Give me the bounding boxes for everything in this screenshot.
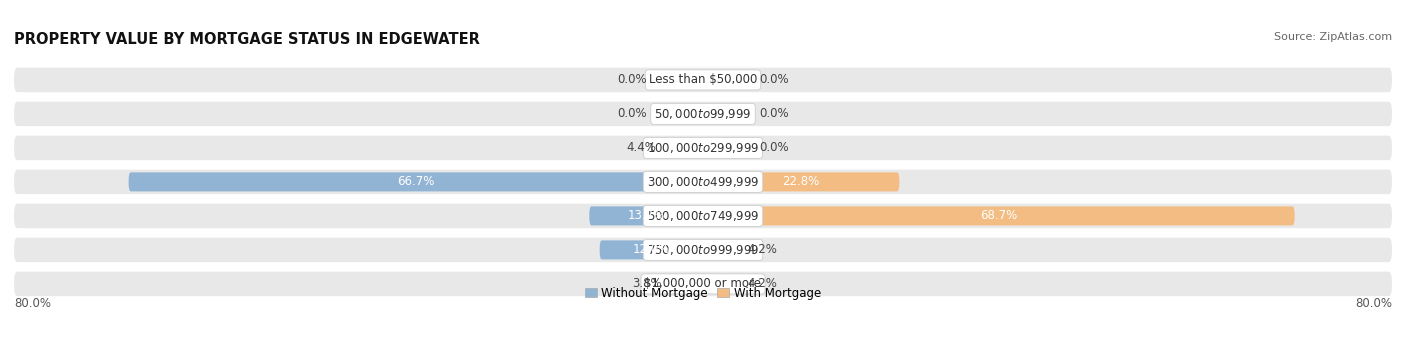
FancyBboxPatch shape: [128, 172, 703, 191]
FancyBboxPatch shape: [14, 102, 1392, 126]
Text: 68.7%: 68.7%: [980, 209, 1018, 222]
FancyBboxPatch shape: [703, 274, 740, 293]
FancyBboxPatch shape: [14, 170, 1392, 194]
Text: 66.7%: 66.7%: [396, 175, 434, 188]
FancyBboxPatch shape: [703, 104, 751, 123]
FancyBboxPatch shape: [703, 70, 751, 89]
FancyBboxPatch shape: [655, 104, 703, 123]
FancyBboxPatch shape: [703, 138, 751, 157]
Text: $100,000 to $299,999: $100,000 to $299,999: [647, 141, 759, 155]
Text: PROPERTY VALUE BY MORTGAGE STATUS IN EDGEWATER: PROPERTY VALUE BY MORTGAGE STATUS IN EDG…: [14, 32, 479, 47]
Text: 4.4%: 4.4%: [627, 141, 657, 154]
FancyBboxPatch shape: [599, 240, 703, 259]
Text: 0.0%: 0.0%: [759, 141, 789, 154]
Text: 13.2%: 13.2%: [627, 209, 665, 222]
Text: 12.0%: 12.0%: [633, 243, 669, 256]
Legend: Without Mortgage, With Mortgage: Without Mortgage, With Mortgage: [581, 282, 825, 305]
FancyBboxPatch shape: [665, 138, 703, 157]
FancyBboxPatch shape: [671, 274, 703, 293]
Text: 4.2%: 4.2%: [748, 243, 778, 256]
Text: Less than $50,000: Less than $50,000: [648, 73, 758, 86]
Text: 0.0%: 0.0%: [617, 73, 647, 86]
Text: $50,000 to $99,999: $50,000 to $99,999: [654, 107, 752, 121]
FancyBboxPatch shape: [14, 136, 1392, 160]
FancyBboxPatch shape: [14, 272, 1392, 296]
Text: $500,000 to $749,999: $500,000 to $749,999: [647, 209, 759, 223]
Text: $300,000 to $499,999: $300,000 to $499,999: [647, 175, 759, 189]
Text: 4.2%: 4.2%: [748, 277, 778, 290]
Text: 0.0%: 0.0%: [617, 107, 647, 120]
Text: 0.0%: 0.0%: [759, 107, 789, 120]
Text: 80.0%: 80.0%: [1355, 297, 1392, 310]
Text: 3.8%: 3.8%: [633, 277, 662, 290]
Text: Source: ZipAtlas.com: Source: ZipAtlas.com: [1274, 32, 1392, 41]
Text: $750,000 to $999,999: $750,000 to $999,999: [647, 243, 759, 257]
Text: 22.8%: 22.8%: [783, 175, 820, 188]
FancyBboxPatch shape: [655, 70, 703, 89]
FancyBboxPatch shape: [14, 68, 1392, 92]
FancyBboxPatch shape: [703, 206, 1295, 225]
FancyBboxPatch shape: [14, 204, 1392, 228]
FancyBboxPatch shape: [703, 240, 740, 259]
FancyBboxPatch shape: [589, 206, 703, 225]
Text: $1,000,000 or more: $1,000,000 or more: [644, 277, 762, 290]
FancyBboxPatch shape: [703, 172, 900, 191]
Text: 80.0%: 80.0%: [14, 297, 51, 310]
FancyBboxPatch shape: [14, 238, 1392, 262]
Text: 0.0%: 0.0%: [759, 73, 789, 86]
